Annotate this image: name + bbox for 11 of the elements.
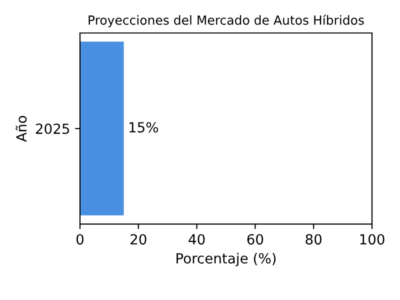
data-label: 15% (129, 122, 158, 133)
x-axis-title: Porcentaje (%) (176, 252, 276, 266)
x-tick-label: 80 (306, 234, 322, 245)
x-tick-label: 40 (188, 234, 205, 245)
x-tick-label: 0 (76, 234, 84, 245)
y-tick-label: 2025 (36, 124, 70, 134)
y-axis-title: Año (16, 116, 27, 142)
x-tick-label: 100 (360, 234, 384, 245)
x-tick-label: 60 (247, 234, 264, 245)
x-tick-label: 20 (130, 234, 146, 245)
chart-title: Proyecciones del Mercado de Autos Híbridos (88, 14, 364, 28)
